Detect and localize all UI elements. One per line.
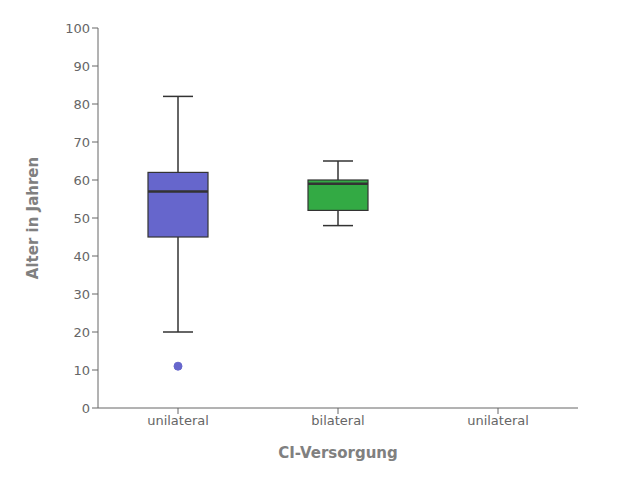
svg-text:40: 40 (73, 249, 90, 264)
svg-text:30: 30 (73, 287, 90, 302)
svg-text:10: 10 (73, 363, 90, 378)
svg-text:bilateral: bilateral (311, 413, 364, 428)
svg-text:70: 70 (73, 135, 90, 150)
svg-text:Alter in Jahren: Alter in Jahren (24, 157, 42, 279)
svg-text:100: 100 (65, 21, 90, 36)
svg-text:unilateral: unilateral (467, 413, 529, 428)
svg-text:50: 50 (73, 211, 90, 226)
svg-text:CI-Versorgung: CI-Versorgung (278, 444, 398, 462)
svg-text:unilateral: unilateral (147, 413, 209, 428)
svg-text:20: 20 (73, 325, 90, 340)
svg-text:80: 80 (73, 97, 90, 112)
svg-text:0: 0 (82, 401, 90, 416)
svg-text:60: 60 (73, 173, 90, 188)
svg-text:90: 90 (73, 59, 90, 74)
